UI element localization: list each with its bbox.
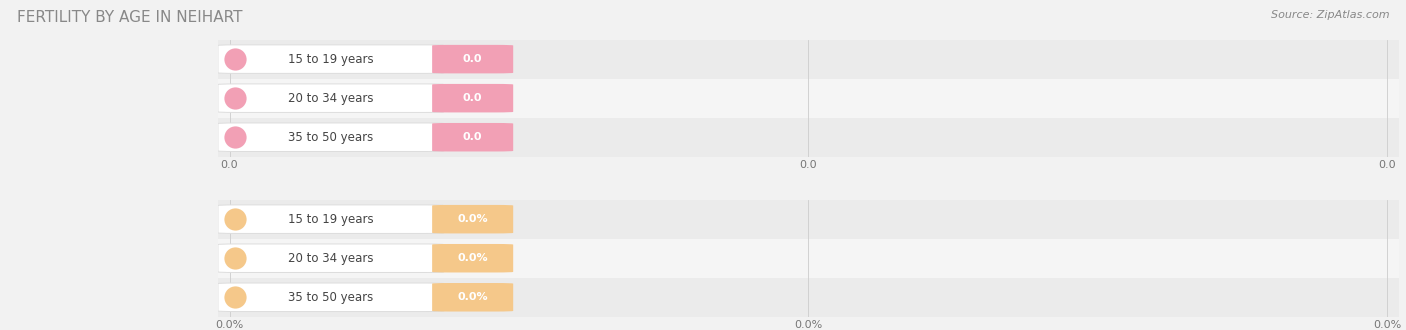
FancyBboxPatch shape	[218, 205, 444, 233]
FancyBboxPatch shape	[432, 205, 513, 233]
Bar	[218, 239, 1399, 278]
Text: Source: ZipAtlas.com: Source: ZipAtlas.com	[1271, 10, 1389, 20]
Text: FERTILITY BY AGE IN NEIHART: FERTILITY BY AGE IN NEIHART	[17, 10, 242, 25]
FancyBboxPatch shape	[218, 123, 444, 151]
Text: 20 to 34 years: 20 to 34 years	[288, 92, 374, 105]
FancyBboxPatch shape	[218, 283, 444, 312]
Bar	[218, 79, 1399, 118]
FancyBboxPatch shape	[218, 244, 444, 273]
FancyBboxPatch shape	[432, 283, 513, 312]
Text: 0.0%: 0.0%	[457, 214, 488, 224]
Text: 0.0%: 0.0%	[457, 253, 488, 263]
Text: 0.0: 0.0	[463, 93, 482, 103]
Text: 15 to 19 years: 15 to 19 years	[288, 52, 374, 66]
Text: 0.0: 0.0	[463, 132, 482, 142]
Text: 35 to 50 years: 35 to 50 years	[288, 131, 374, 144]
FancyBboxPatch shape	[432, 84, 513, 113]
Text: 0.0%: 0.0%	[457, 292, 488, 302]
Bar	[218, 118, 1399, 157]
Bar	[218, 40, 1399, 79]
Bar	[218, 278, 1399, 317]
Bar	[218, 200, 1399, 239]
FancyBboxPatch shape	[432, 123, 513, 151]
FancyBboxPatch shape	[432, 45, 513, 73]
Text: 0.0: 0.0	[463, 54, 482, 64]
FancyBboxPatch shape	[218, 84, 444, 113]
FancyBboxPatch shape	[218, 45, 444, 73]
Text: 35 to 50 years: 35 to 50 years	[288, 291, 374, 304]
Text: 15 to 19 years: 15 to 19 years	[288, 213, 374, 226]
Text: 20 to 34 years: 20 to 34 years	[288, 252, 374, 265]
FancyBboxPatch shape	[432, 244, 513, 273]
